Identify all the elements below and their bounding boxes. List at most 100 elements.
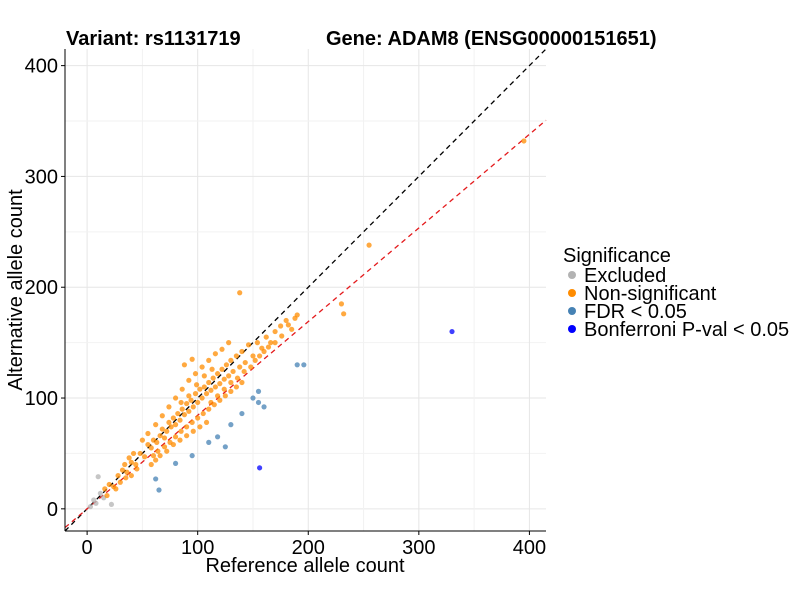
point-non-significant <box>265 344 272 350</box>
point-non-significant <box>164 448 170 454</box>
point-non-significant <box>130 450 137 457</box>
point-non-significant <box>278 323 284 329</box>
point-non-significant <box>190 404 196 410</box>
point-non-significant <box>208 387 214 393</box>
point-non-significant <box>366 242 372 248</box>
legend-label-excluded: Excluded <box>584 265 666 287</box>
point-non-significant <box>230 368 236 375</box>
point-non-significant <box>139 437 146 443</box>
point-non-significant <box>128 459 134 465</box>
point-non-significant <box>192 391 199 397</box>
point-non-significant <box>190 428 196 434</box>
point-non-significant <box>153 457 159 463</box>
point-non-significant <box>188 397 194 403</box>
point-non-significant <box>233 384 239 390</box>
point-non-significant <box>241 368 247 375</box>
point-non-significant <box>206 357 212 363</box>
reference-lines <box>64 48 547 532</box>
x-tick-label: 300 <box>402 537 435 559</box>
point-non-significant <box>226 340 232 346</box>
legend: Significance ExcludedNon-significantFDR … <box>563 245 789 341</box>
point-excluded <box>108 501 115 508</box>
legend-key-non-significant <box>568 289 576 297</box>
point-non-significant <box>161 444 168 450</box>
legend-key-excluded <box>568 271 576 279</box>
point-non-significant <box>245 342 252 348</box>
point-non-significant <box>126 455 132 461</box>
chart-title-gene: Gene: ADAM8 (ENSG00000151651) <box>326 28 657 50</box>
point-fdr-0-05 <box>228 422 234 428</box>
point-non-significant <box>221 376 227 382</box>
point-non-significant <box>177 417 183 423</box>
point-non-significant <box>123 475 129 481</box>
point-non-significant <box>179 386 185 392</box>
point-non-significant <box>166 419 172 426</box>
grid-lines <box>65 49 546 531</box>
point-non-significant <box>166 404 172 410</box>
point-non-significant <box>268 340 274 346</box>
point-non-significant <box>184 424 190 430</box>
point-non-significant <box>217 397 223 403</box>
point-excluded <box>95 474 101 480</box>
point-non-significant <box>177 437 183 443</box>
point-fdr-0-05 <box>156 487 162 493</box>
point-non-significant <box>208 399 214 406</box>
point-non-significant <box>239 379 245 386</box>
y-tick-label: 0 <box>47 499 58 521</box>
point-non-significant <box>181 412 188 418</box>
x-tick-label: 400 <box>513 537 546 559</box>
point-non-significant <box>252 357 258 363</box>
point-non-significant <box>145 441 151 448</box>
point-non-significant <box>203 391 210 397</box>
point-non-significant <box>179 406 185 412</box>
point-non-significant <box>175 410 181 417</box>
point-fdr-0-05 <box>172 460 179 467</box>
point-non-significant <box>221 386 227 392</box>
point-non-significant <box>206 379 212 386</box>
point-non-significant <box>189 419 195 426</box>
point-non-significant <box>133 461 139 468</box>
point-non-significant <box>155 448 161 454</box>
point-non-significant <box>184 400 190 407</box>
reference-line-identity <box>64 48 547 532</box>
point-fdr-0-05 <box>214 434 221 440</box>
point-non-significant <box>148 461 154 468</box>
point-non-significant <box>233 353 239 359</box>
point-non-significant <box>159 426 165 432</box>
x-axis-label: Reference allele count <box>205 555 404 577</box>
point-non-significant <box>223 362 230 368</box>
point-non-significant <box>206 406 212 412</box>
point-non-significant <box>102 486 108 492</box>
point-non-significant <box>172 434 179 440</box>
point-non-significant <box>261 348 267 355</box>
legend-label-fdr-0-05: FDR < 0.05 <box>584 301 687 323</box>
point-non-significant <box>195 415 201 421</box>
point-non-significant <box>239 348 245 355</box>
point-non-significant <box>199 395 205 401</box>
point-non-significant <box>263 334 269 340</box>
point-non-significant <box>228 388 234 394</box>
point-non-significant <box>212 384 218 390</box>
point-non-significant <box>285 322 291 328</box>
point-non-significant <box>154 439 160 445</box>
point-bonferroni-p-val-0-05 <box>449 328 455 335</box>
x-tick-label: 0 <box>82 537 93 559</box>
point-fdr-0-05 <box>239 410 245 417</box>
chart-title-variant: Variant: rs1131719 <box>66 28 241 50</box>
point-non-significant <box>134 466 140 472</box>
point-non-significant <box>178 399 184 406</box>
point-non-significant <box>106 481 112 488</box>
point-non-significant <box>113 486 119 492</box>
point-fdr-0-05 <box>301 362 307 368</box>
point-non-significant <box>237 290 243 296</box>
point-non-significant <box>234 375 241 381</box>
point-non-significant <box>197 424 203 430</box>
point-fdr-0-05 <box>189 453 195 459</box>
point-non-significant <box>193 382 200 388</box>
point-non-significant <box>203 419 210 426</box>
point-non-significant <box>186 408 192 414</box>
point-non-significant <box>257 353 263 359</box>
legend-key-bonferroni-p-val-0-05 <box>568 325 576 333</box>
point-non-significant <box>201 384 207 390</box>
point-non-significant <box>254 340 260 346</box>
